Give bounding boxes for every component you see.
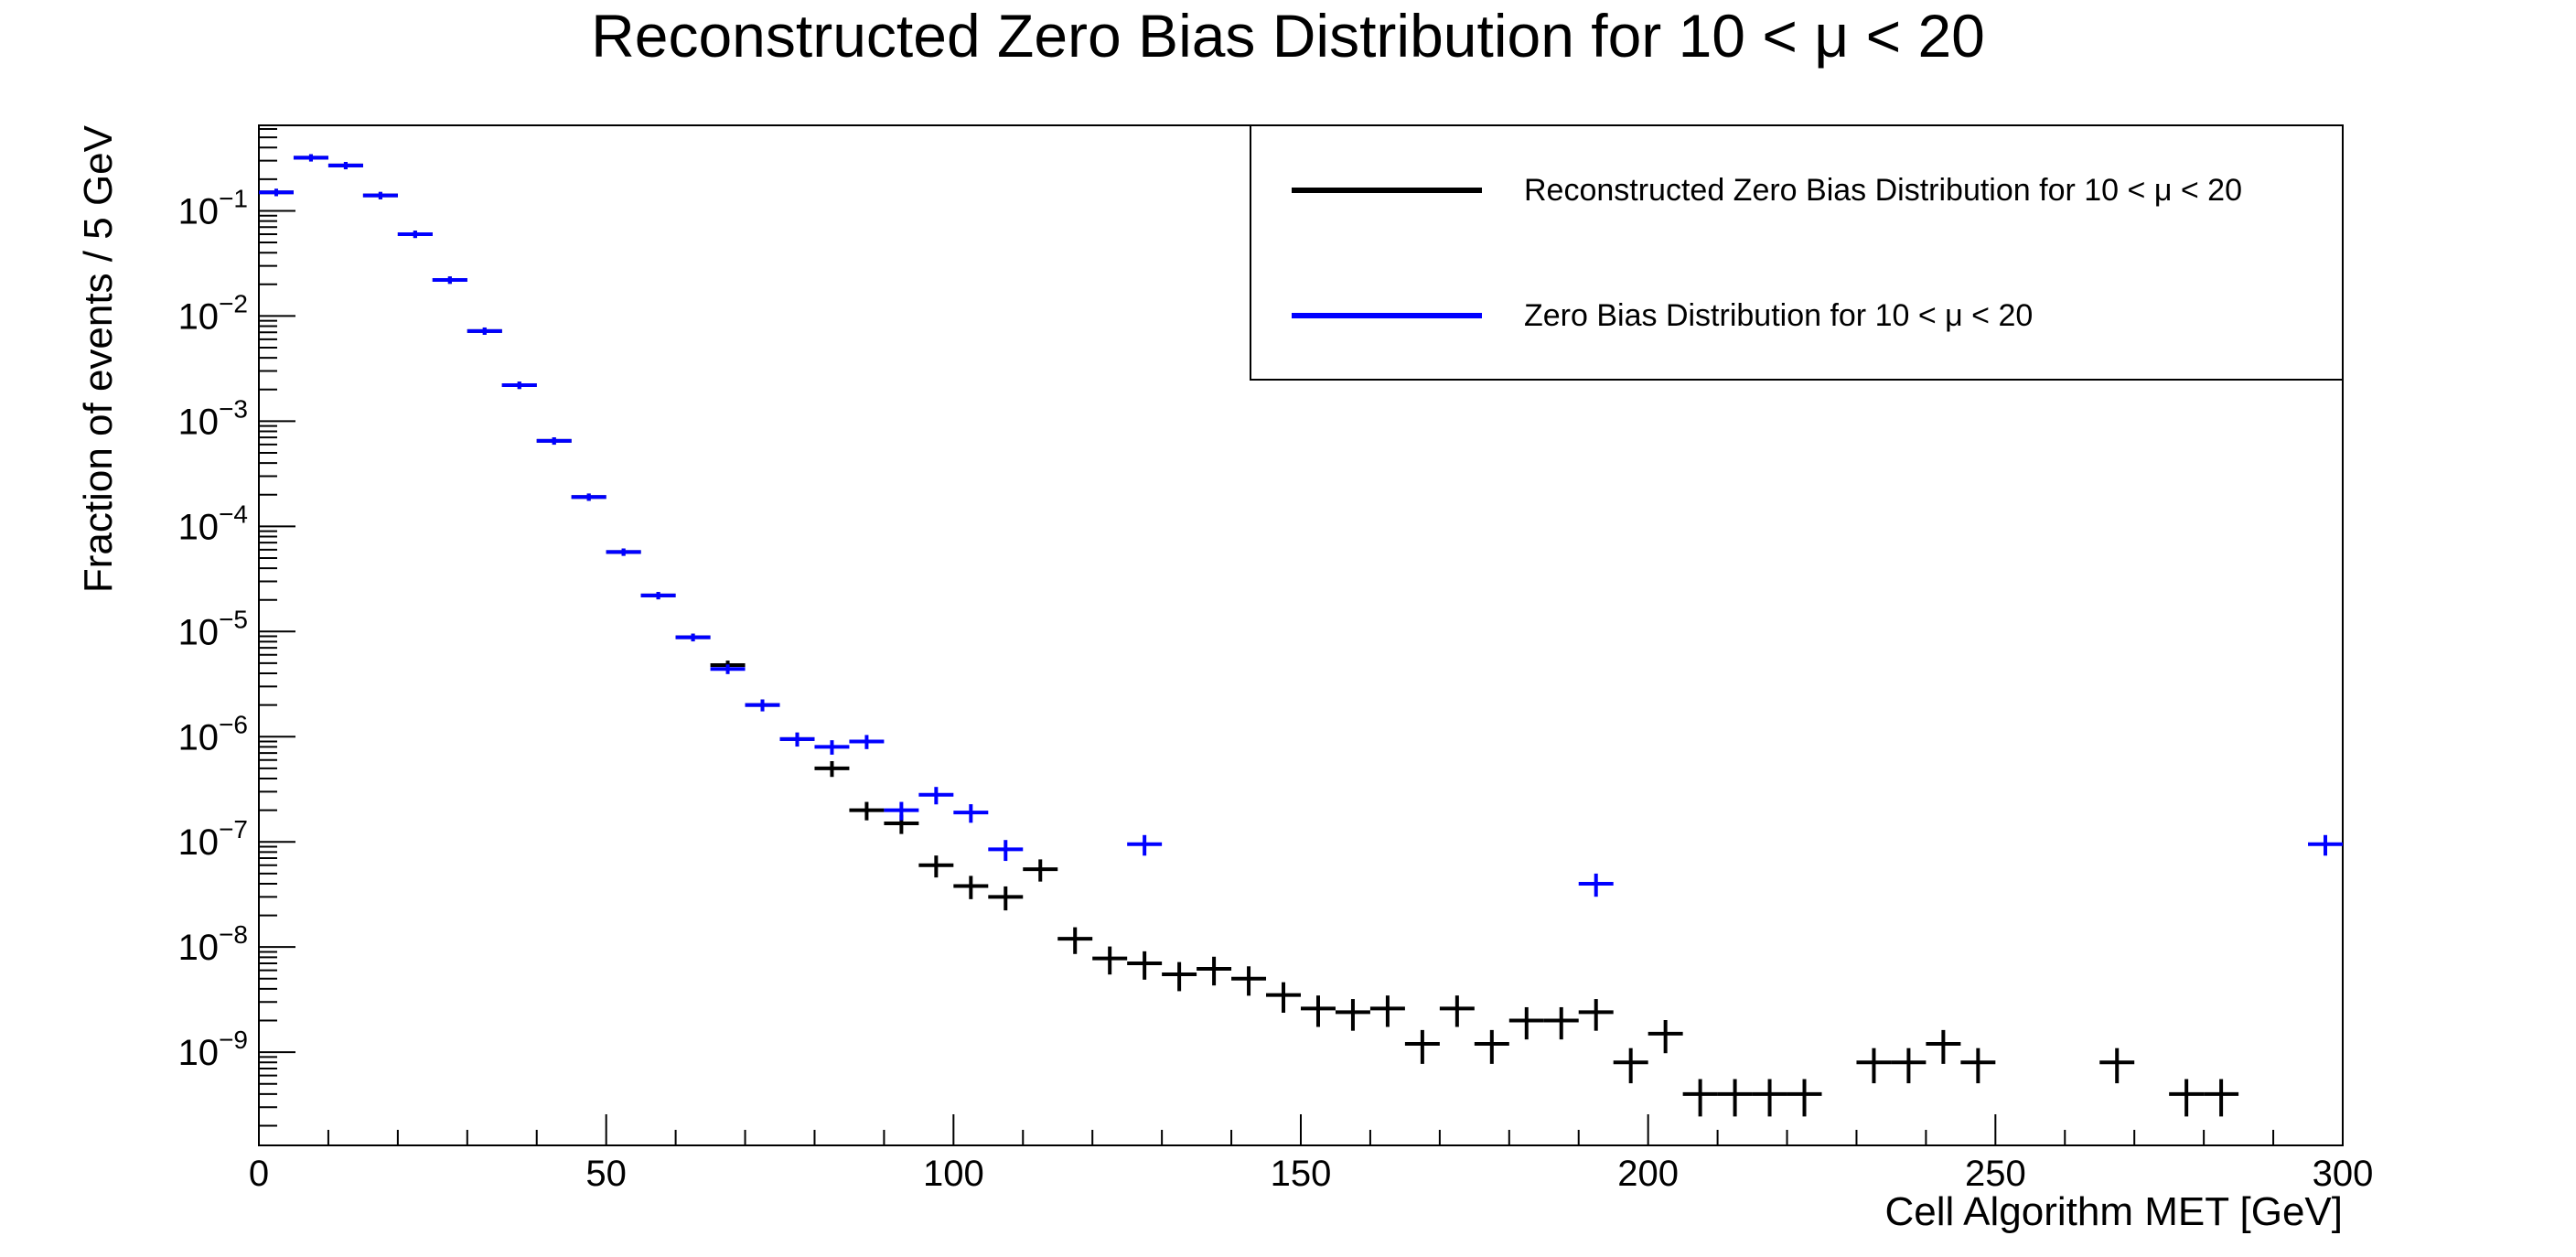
- y-tick-label: 10−2: [178, 289, 248, 337]
- data-point: [1960, 1048, 1996, 1084]
- data-point: [397, 231, 433, 239]
- data-point: [1856, 1048, 1892, 1084]
- data-point: [293, 154, 328, 162]
- series-layer: [259, 154, 2343, 1117]
- x-tick-label: 200: [1617, 1154, 1679, 1194]
- data-point: [1369, 995, 1405, 1027]
- data-point: [2099, 1048, 2135, 1084]
- data-point: [1023, 859, 1058, 882]
- data-point: [1162, 962, 1197, 992]
- data-point: [1508, 1006, 1544, 1040]
- data-point: [1335, 999, 1370, 1031]
- data-point: [1648, 1019, 1683, 1054]
- data-point: [779, 732, 815, 747]
- series-zero-bias: [259, 154, 2343, 897]
- data-point: [1891, 1048, 1927, 1084]
- legend-box: [1250, 124, 2344, 381]
- data-point: [814, 740, 850, 755]
- data-point: [918, 787, 954, 805]
- legend-label-zero-bias: Zero Bias Distribution for 10 < μ < 20: [1524, 298, 2033, 333]
- x-tick-label: 250: [1965, 1154, 2026, 1194]
- legend-label-reconstructed: Reconstructed Zero Bias Distribution for…: [1524, 173, 2242, 208]
- data-point: [467, 327, 502, 335]
- data-point: [1752, 1079, 1787, 1117]
- y-axis-ticks: [259, 127, 295, 1127]
- data-point: [327, 162, 363, 170]
- data-point: [1092, 946, 1128, 975]
- data-point: [1578, 873, 1614, 897]
- data-point: [1266, 982, 1301, 1013]
- y-tick-label: 10−1: [178, 184, 248, 231]
- data-point: [849, 735, 885, 749]
- data-point: [1439, 995, 1475, 1027]
- data-point: [1717, 1079, 1753, 1117]
- data-point: [362, 191, 398, 199]
- data-point: [571, 493, 606, 501]
- y-tick-label: 10−5: [178, 605, 248, 652]
- y-tick-label: 10−3: [178, 394, 248, 442]
- data-point: [2169, 1079, 2205, 1117]
- data-point: [953, 804, 989, 823]
- data-point: [1197, 956, 1232, 986]
- y-tick-label: 10−7: [178, 815, 248, 863]
- data-point: [536, 437, 572, 446]
- y-tick-label: 10−9: [178, 1026, 248, 1073]
- x-tick-label: 150: [1271, 1154, 1332, 1194]
- data-point: [1613, 1048, 1648, 1084]
- data-point: [953, 876, 989, 899]
- data-point: [1057, 927, 1093, 954]
- data-point: [918, 855, 954, 878]
- data-point: [1926, 1029, 1961, 1064]
- x-tick-label: 0: [249, 1154, 269, 1194]
- chart-title: Reconstructed Zero Bias Distribution for…: [591, 2, 1985, 70]
- data-point: [1543, 1006, 1579, 1040]
- data-point: [1404, 1029, 1440, 1064]
- y-tick-label: 10−6: [178, 710, 248, 757]
- legend: Reconstructed Zero Bias Distribution for…: [1250, 124, 2344, 381]
- x-tick-label: 300: [2313, 1154, 2374, 1194]
- x-axis-tick-labels: 0 50 100 150 200 250 300: [249, 1154, 2374, 1194]
- data-point: [501, 381, 537, 390]
- y-axis-tick-labels: 10−1 10−2 10−3 10−4 10−5 10−6 10−7 10−8 10−9: [178, 184, 248, 1073]
- data-point: [432, 276, 467, 285]
- data-point: [988, 840, 1024, 862]
- data-point: [675, 633, 711, 642]
- data-point: [1127, 951, 1163, 980]
- data-point: [640, 592, 676, 600]
- data-point: [884, 801, 919, 821]
- y-tick-label: 10−8: [178, 920, 248, 968]
- data-point: [849, 801, 885, 821]
- data-point: [2308, 834, 2343, 856]
- data-point: [710, 664, 746, 674]
- data-point: [259, 188, 294, 197]
- data-point: [1301, 995, 1336, 1027]
- data-point: [1231, 966, 1267, 996]
- data-point: [1682, 1079, 1718, 1117]
- data-point: [1127, 834, 1163, 856]
- data-point: [1474, 1029, 1509, 1064]
- x-tick-label: 100: [923, 1154, 984, 1194]
- x-axis-label: Cell Algorithm MET [GeV]: [1885, 1189, 2343, 1234]
- data-point: [606, 548, 641, 556]
- y-axis-label: Fraction of events / 5 GeV: [76, 124, 121, 593]
- data-point: [2204, 1079, 2239, 1117]
- data-point: [988, 886, 1024, 911]
- data-point: [814, 760, 850, 778]
- data-point: [1578, 999, 1614, 1031]
- x-tick-label: 50: [585, 1154, 627, 1194]
- data-point: [1787, 1079, 1822, 1117]
- y-tick-label: 10−4: [178, 500, 248, 547]
- x-axis-ticks: [258, 1114, 2344, 1145]
- data-point: [745, 699, 780, 712]
